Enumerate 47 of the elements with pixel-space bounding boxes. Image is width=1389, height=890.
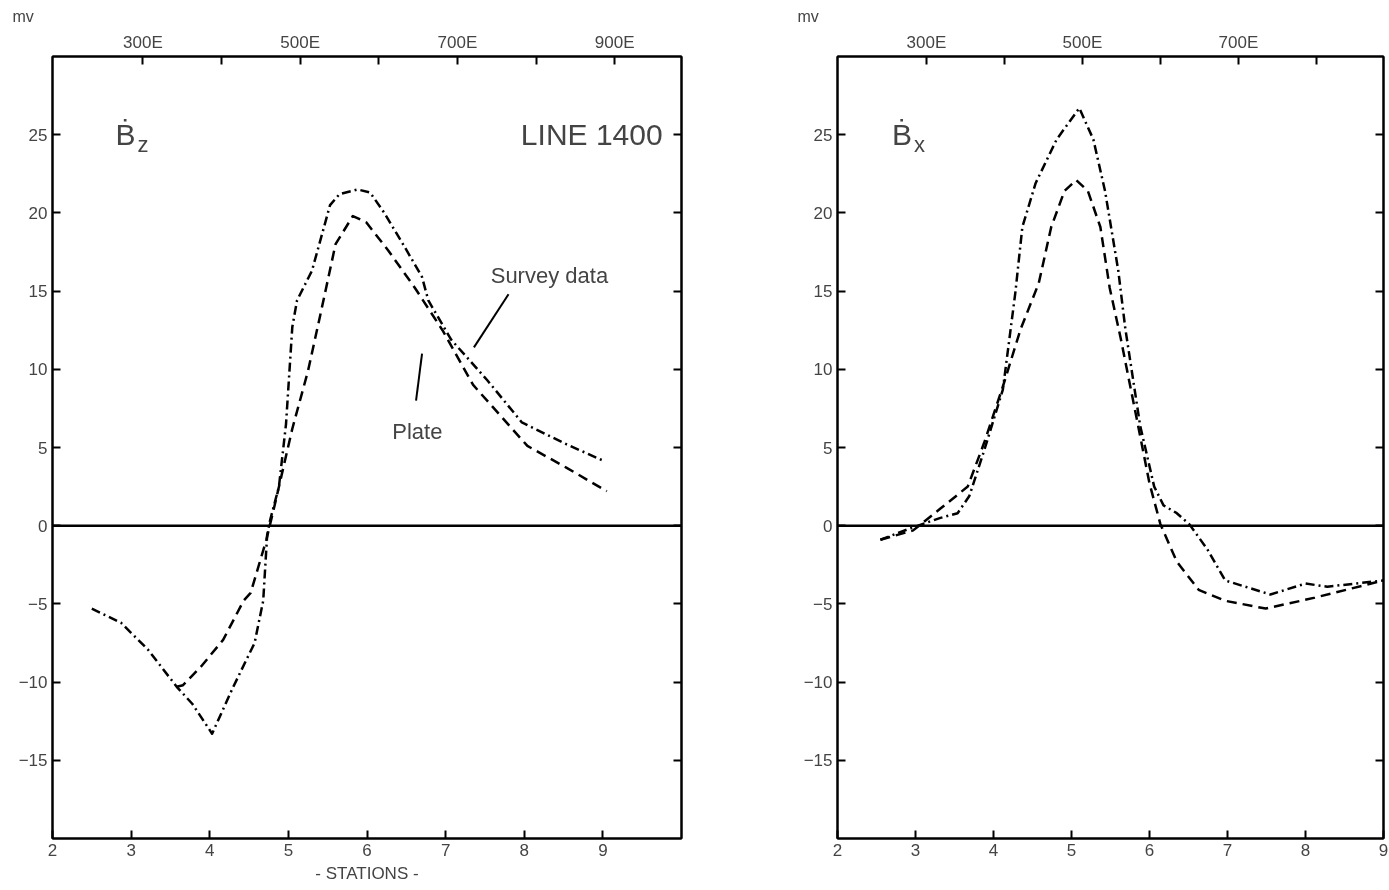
y-tick-label: 15 xyxy=(28,282,48,302)
x2-tick-label: 500E xyxy=(280,32,321,52)
y-tick-label: 15 xyxy=(813,282,833,302)
x2-tick-label: 700E xyxy=(437,32,478,52)
annotation: LINE 1400 xyxy=(520,118,663,152)
y-tick-label: 25 xyxy=(28,125,48,145)
x-tick-label: 3 xyxy=(910,840,921,860)
x-tick-label: 8 xyxy=(1300,840,1311,860)
y-tick-label: −15 xyxy=(803,751,833,771)
y-tick-label: 10 xyxy=(813,360,833,380)
x-tick-label: 9 xyxy=(1378,840,1389,860)
x2-tick-label: 300E xyxy=(123,32,163,52)
y-tick-label: 10 xyxy=(28,360,48,380)
y-tick-label: 20 xyxy=(813,203,833,223)
y-axis-title: mv xyxy=(12,7,34,25)
y-tick-label: 5 xyxy=(823,438,833,458)
x-tick-label: 6 xyxy=(1144,840,1155,860)
y-tick-label: −10 xyxy=(18,673,48,693)
annotation: Survey data xyxy=(490,262,609,288)
y-tick-label: 25 xyxy=(813,125,833,145)
x-axis-title: - STATIONS - xyxy=(315,863,419,883)
y-tick-label: 0 xyxy=(823,516,833,536)
x-tick-label: 5 xyxy=(1066,840,1077,860)
x-tick-label: 2 xyxy=(832,840,843,860)
annotation: Plate xyxy=(392,419,443,445)
y-tick-label: 5 xyxy=(38,438,48,458)
x-tick-label: 3 xyxy=(126,840,136,860)
x-tick-label: 6 xyxy=(362,840,372,860)
x2-tick-label: 500E xyxy=(1062,32,1103,52)
x-tick-label: 7 xyxy=(440,840,451,860)
x-tick-label: 7 xyxy=(1222,840,1233,860)
x2-tick-label: 300E xyxy=(906,32,947,52)
y-axis-title: mv xyxy=(797,7,819,25)
x-tick-label: 8 xyxy=(519,840,529,860)
x-tick-label: 5 xyxy=(283,840,294,860)
y-tick-label: −5 xyxy=(28,594,48,614)
x-tick-label: 4 xyxy=(988,840,999,860)
y-tick-label: −15 xyxy=(18,751,48,771)
x-tick-label: 2 xyxy=(47,840,58,860)
y-tick-label: −10 xyxy=(803,673,833,693)
x2-tick-label: 900E xyxy=(594,32,635,52)
x-tick-label: 4 xyxy=(205,840,215,860)
y-tick-label: −5 xyxy=(813,594,833,614)
y-tick-label: 20 xyxy=(28,203,48,223)
x-tick-label: 9 xyxy=(598,840,608,860)
x2-tick-label: 700E xyxy=(1218,32,1259,52)
y-tick-label: 0 xyxy=(38,516,48,536)
